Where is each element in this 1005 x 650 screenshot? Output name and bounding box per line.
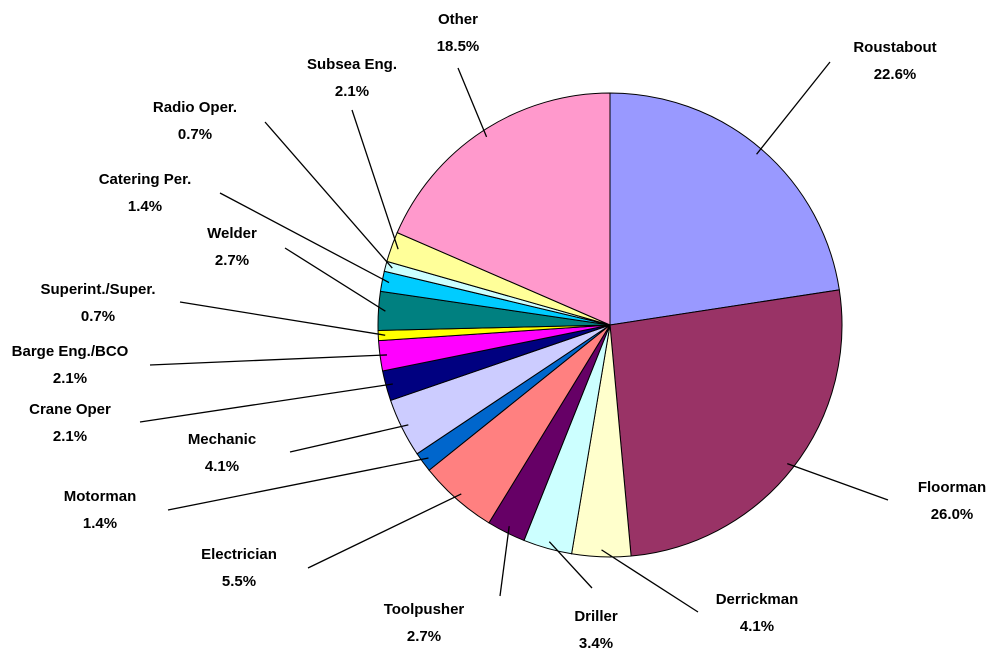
slice-label: Floorman xyxy=(918,479,986,496)
leader-line xyxy=(307,493,462,569)
slice-value-label: 0.7% xyxy=(81,308,115,325)
slice-value-label: 1.4% xyxy=(128,198,162,215)
slice-label: Other xyxy=(438,11,478,28)
leader-line xyxy=(457,67,488,138)
slice-label: Electrician xyxy=(201,546,277,563)
leader-line xyxy=(756,61,831,155)
leader-line xyxy=(289,424,409,453)
slice-label: Catering Per. xyxy=(99,171,192,188)
slice-value-label: 2.1% xyxy=(53,428,87,445)
slice-label: Roustabout xyxy=(853,39,936,56)
leader-line xyxy=(149,354,387,366)
leader-line xyxy=(264,121,393,269)
slice-value-label: 2.1% xyxy=(53,370,87,387)
leader-line xyxy=(167,457,429,511)
slice-label: Subsea Eng. xyxy=(307,56,397,73)
slice-label: Toolpusher xyxy=(384,601,465,618)
slice-value-label: 18.5% xyxy=(437,38,480,55)
leader-line xyxy=(787,463,889,501)
slice-value-label: 3.4% xyxy=(579,635,613,650)
slice-value-label: 4.1% xyxy=(740,618,774,635)
slice-label: Superint./Super. xyxy=(40,281,155,298)
leader-line xyxy=(351,109,399,250)
leader-line xyxy=(601,549,699,613)
slice-label: Radio Oper. xyxy=(153,99,237,116)
pie-slice xyxy=(609,289,843,557)
slice-value-label: 26.0% xyxy=(931,506,974,523)
leader-line xyxy=(179,301,386,336)
leader-line xyxy=(548,541,593,589)
slice-value-label: 1.4% xyxy=(83,515,117,532)
pie-slice xyxy=(609,92,840,326)
slice-value-label: 22.6% xyxy=(874,66,917,83)
slice-label: Driller xyxy=(574,608,618,625)
slice-value-label: 2.1% xyxy=(335,83,369,100)
slice-value-label: 2.7% xyxy=(215,252,249,269)
slice-value-label: 2.7% xyxy=(407,628,441,645)
leader-line xyxy=(499,526,510,597)
slice-label: Welder xyxy=(207,225,257,242)
slice-label: Barge Eng./BCO xyxy=(12,343,129,360)
slice-label: Mechanic xyxy=(188,431,256,448)
slice-value-label: 0.7% xyxy=(178,126,212,143)
leader-line xyxy=(284,247,386,312)
slice-label: Motorman xyxy=(64,488,137,505)
pie-slice xyxy=(396,92,611,326)
slice-value-label: 5.5% xyxy=(222,573,256,590)
leader-line xyxy=(219,192,390,284)
slice-label: Derrickman xyxy=(716,591,799,608)
leader-line xyxy=(139,383,393,423)
slice-label: Crane Oper xyxy=(29,401,111,418)
slice-value-label: 4.1% xyxy=(205,458,239,475)
